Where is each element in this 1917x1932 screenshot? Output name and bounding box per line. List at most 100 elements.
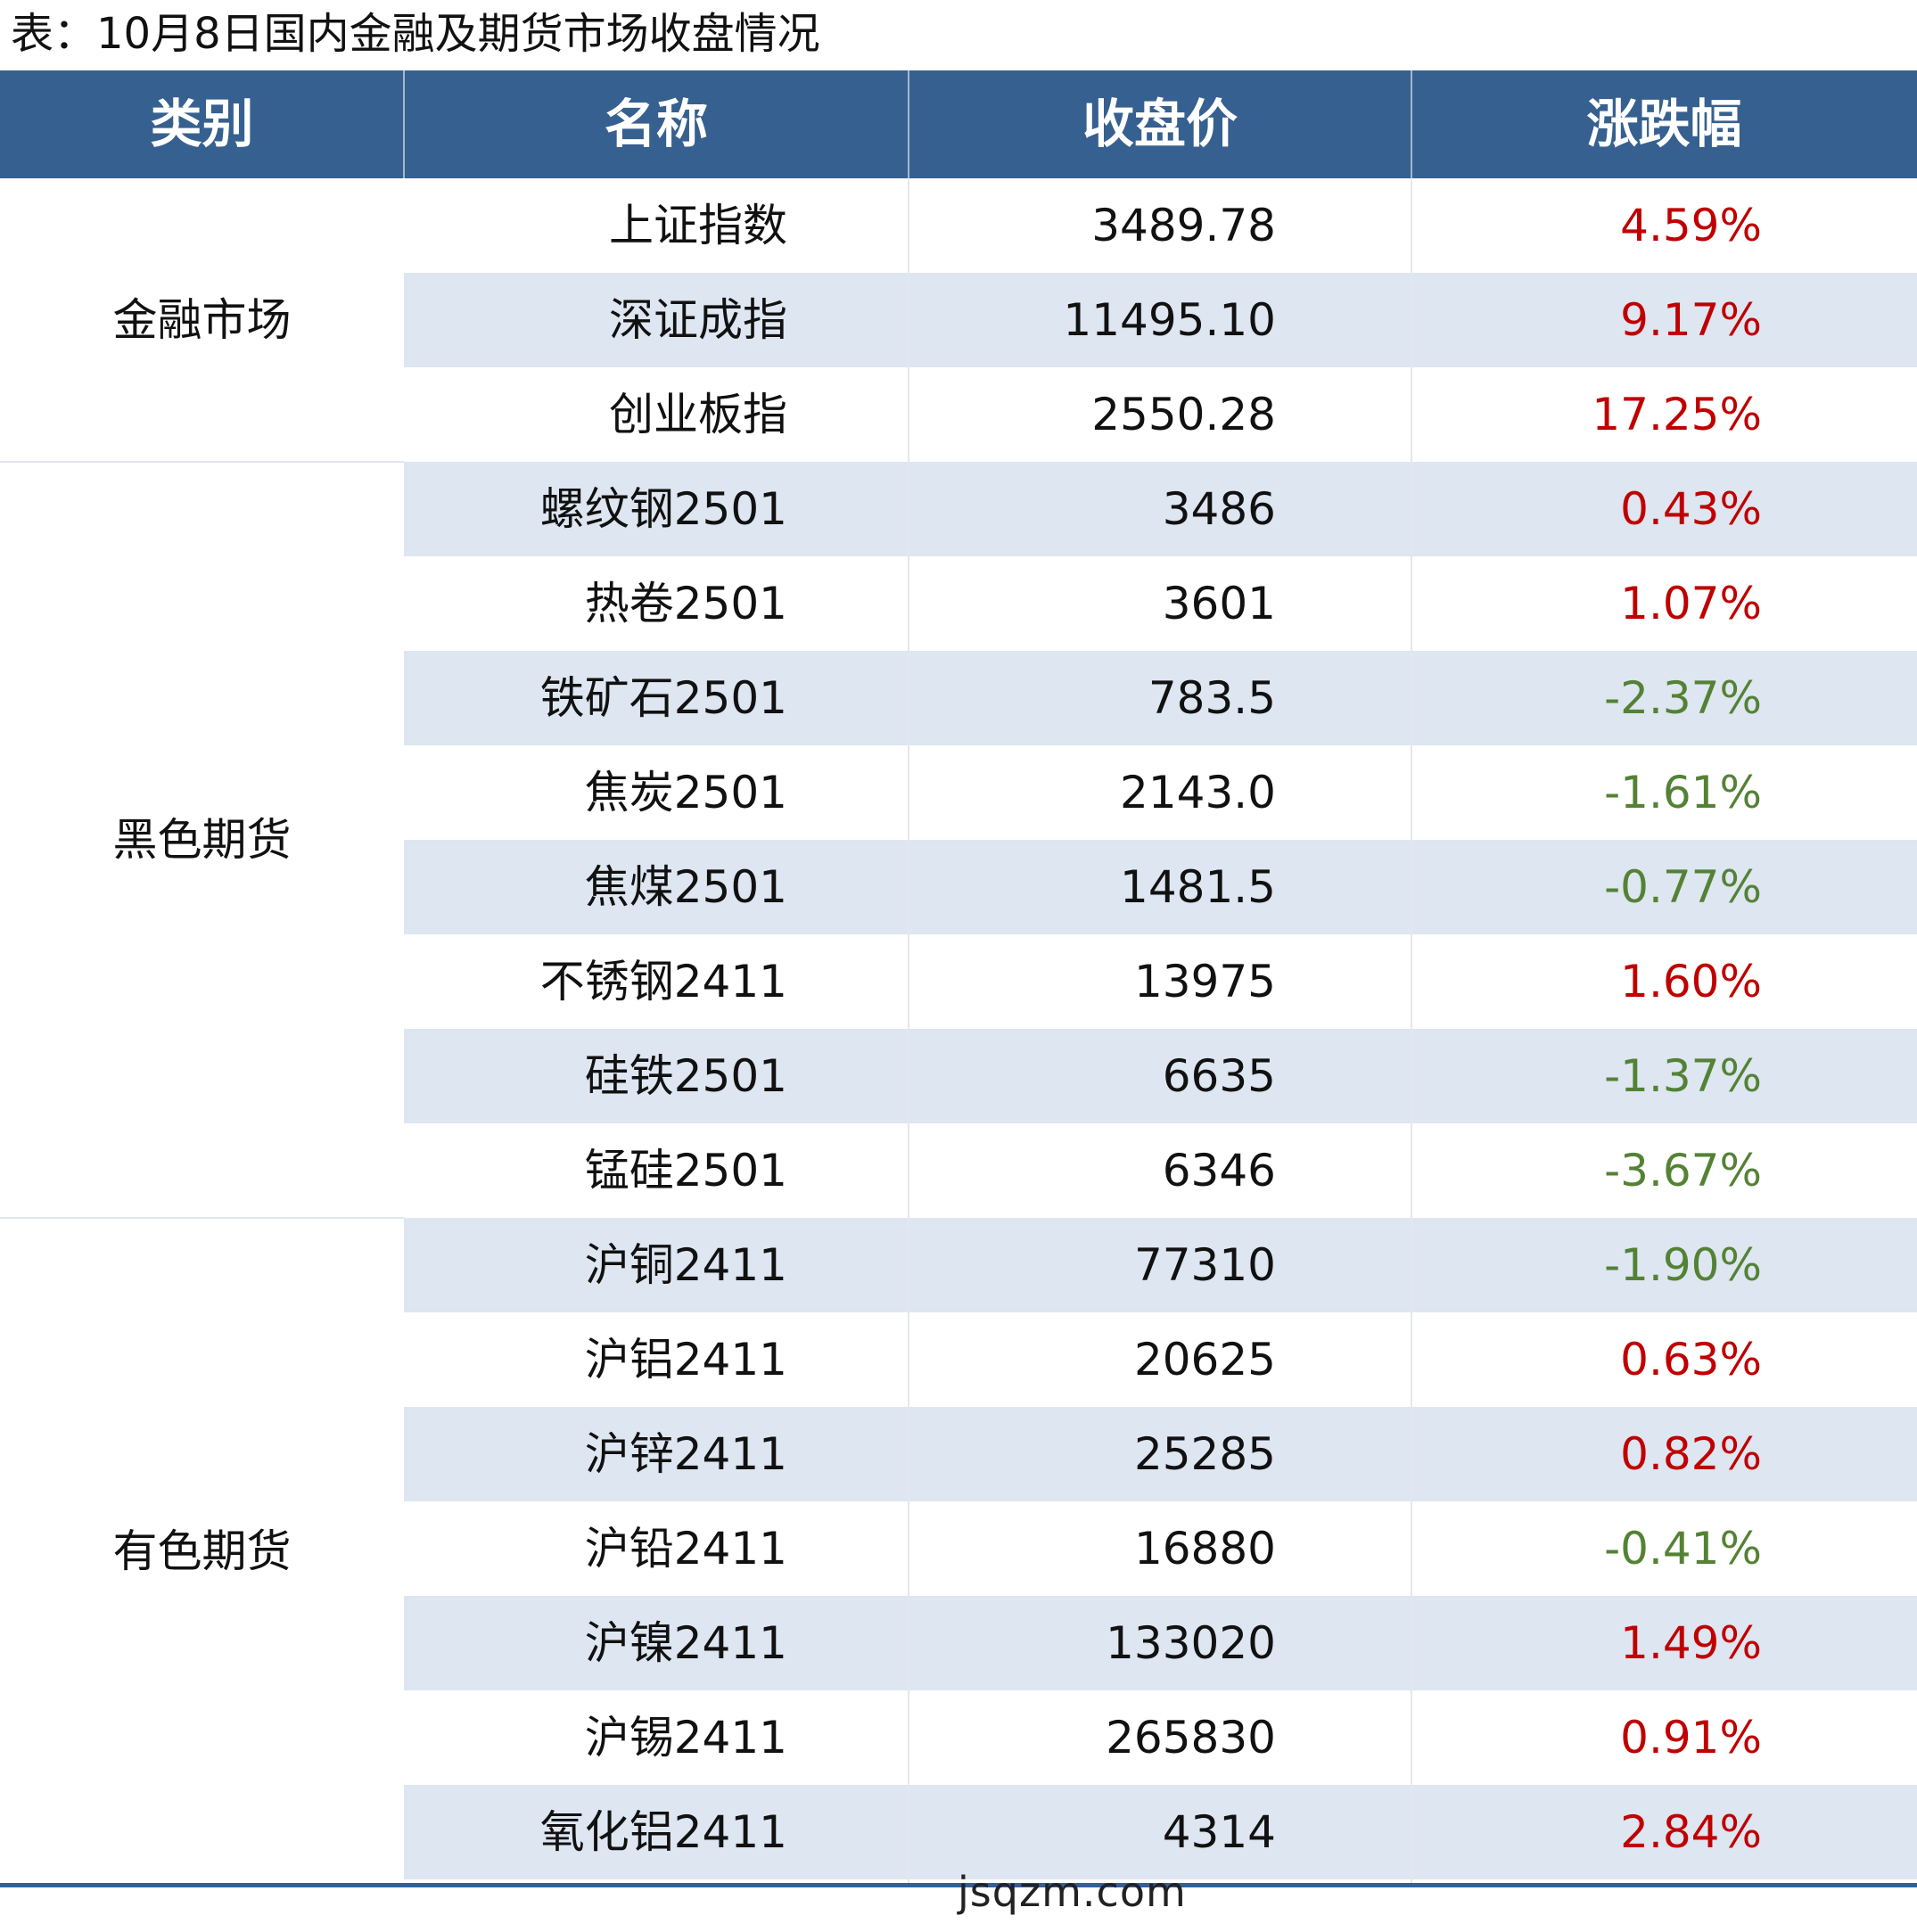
category-cell: 黑色期货 (112, 814, 292, 866)
table-row: 沪铝2411 20625 0.63% (0, 1312, 1917, 1407)
name-cell: 氧化铝2411 (539, 1806, 787, 1858)
price-cell: 2550.28 (1091, 389, 1276, 440)
name-cell: 沪锡2411 (584, 1712, 787, 1763)
table-row: 不锈钢2411 13975 1.60% (0, 934, 1917, 1029)
category-cell: 有色期货 (112, 1525, 292, 1577)
table-row: 焦煤2501 1481.5 -0.77% (0, 840, 1917, 934)
name-cell: 锰硅2501 (584, 1145, 787, 1196)
table-row: 沪锡2411 265830 0.91% (0, 1690, 1917, 1785)
price-cell: 1481.5 (1120, 861, 1276, 913)
change-cell: -3.67% (1604, 1145, 1762, 1196)
change-cell: 17.25% (1592, 389, 1762, 440)
name-cell: 热卷2501 (584, 578, 787, 629)
table-row: 创业板指 2550.28 17.25% (0, 367, 1917, 462)
change-cell: -1.37% (1604, 1050, 1762, 1102)
name-cell: 不锈钢2411 (539, 956, 787, 1007)
change-cell: 0.63% (1620, 1334, 1762, 1385)
change-cell: -1.61% (1604, 767, 1762, 818)
table-bottom-border (0, 1883, 1917, 1887)
group-divider (0, 461, 404, 463)
name-cell: 沪铅2411 (584, 1523, 787, 1574)
column-divider (908, 178, 909, 1885)
price-cell: 2143.0 (1120, 767, 1276, 818)
price-cell: 11495.10 (1063, 294, 1276, 346)
price-cell: 783.5 (1148, 672, 1276, 724)
table-title: 表：10月8日国内金融及期货市场收盘情况 (11, 9, 820, 59)
name-cell: 沪铜2411 (584, 1239, 787, 1291)
price-cell: 77310 (1133, 1239, 1276, 1291)
table-row: 螺纹钢2501 3486 0.43% (0, 462, 1917, 556)
change-cell: -0.77% (1604, 861, 1762, 913)
change-cell: -0.41% (1604, 1523, 1762, 1574)
row-stripe (404, 1407, 1917, 1501)
row-stripe (404, 1029, 1917, 1123)
change-cell: -1.90% (1604, 1239, 1762, 1291)
change-cell: 2.84% (1620, 1806, 1762, 1858)
table-row: 氧化铝2411 4314 2.84% (0, 1785, 1917, 1879)
name-cell: 硅铁2501 (584, 1050, 787, 1102)
header-divider (1411, 70, 1412, 178)
change-cell: 0.43% (1620, 483, 1762, 535)
table-row: 硅铁2501 6635 -1.37% (0, 1029, 1917, 1123)
price-cell: 133020 (1106, 1617, 1276, 1669)
row-stripe (404, 1596, 1917, 1690)
price-cell: 265830 (1106, 1712, 1276, 1763)
name-cell: 沪铝2411 (584, 1334, 787, 1385)
row-stripe (404, 651, 1917, 745)
price-cell: 16880 (1133, 1523, 1276, 1574)
table-row: 热卷2501 3601 1.07% (0, 556, 1917, 651)
change-cell: -2.37% (1604, 672, 1762, 724)
header-change: 涨跌幅 (1586, 94, 1742, 154)
category-cell: 金融市场 (112, 294, 292, 346)
table-row: 沪铅2411 16880 -0.41% (0, 1501, 1917, 1596)
name-cell: 沪镍2411 (584, 1617, 787, 1669)
name-cell: 螺纹钢2501 (539, 483, 787, 535)
price-cell: 6346 (1162, 1145, 1276, 1196)
price-cell: 6635 (1162, 1050, 1276, 1102)
table-header: 类别 名称 收盘价 涨跌幅 (0, 70, 1917, 178)
table-body: 氧化铝2411 4314 2.84% 沪锡2411 265830 0.91% 沪镍2411 1… (0, 178, 1917, 1885)
price-cell: 25285 (1133, 1428, 1276, 1480)
price-cell: 20625 (1133, 1334, 1276, 1385)
change-cell: 1.60% (1620, 956, 1762, 1007)
header-name: 名称 (604, 94, 708, 154)
price-cell: 3601 (1162, 578, 1276, 629)
table-row: 深证成指 11495.10 9.17% (0, 273, 1917, 367)
name-cell: 深证成指 (609, 294, 787, 346)
name-cell: 焦炭2501 (584, 767, 787, 818)
row-stripe (404, 462, 1917, 556)
header-price: 收盘价 (1082, 94, 1238, 154)
row-stripe (404, 1218, 1917, 1312)
column-divider (1411, 178, 1412, 1885)
name-cell: 焦煤2501 (584, 861, 787, 913)
watermark: jsqzm.com (958, 1868, 1187, 1916)
header-divider (908, 70, 909, 178)
group-divider (0, 1217, 404, 1219)
table-row: 上证指数 3489.78 4.59% (0, 178, 1917, 273)
change-cell: 1.07% (1620, 578, 1762, 629)
header-divider (403, 70, 405, 178)
table-row: 焦炭2501 2143.0 -1.61% (0, 745, 1917, 840)
change-cell: 4.59% (1620, 200, 1762, 251)
price-cell: 4314 (1162, 1806, 1276, 1858)
table-row: 沪锌2411 25285 0.82% (0, 1407, 1917, 1501)
name-cell: 上证指数 (609, 200, 787, 251)
name-cell: 铁矿石2501 (539, 672, 787, 724)
change-cell: 0.82% (1620, 1428, 1762, 1480)
row-stripe (404, 273, 1917, 367)
row-stripe (404, 1785, 1917, 1879)
price-cell: 13975 (1133, 956, 1276, 1007)
change-cell: 0.91% (1620, 1712, 1762, 1763)
name-cell: 沪锌2411 (584, 1428, 787, 1480)
row-stripe (404, 840, 1917, 934)
price-cell: 3486 (1162, 483, 1276, 535)
name-cell: 创业板指 (609, 389, 787, 440)
table-row: 沪铜2411 77310 -1.90% (0, 1218, 1917, 1312)
price-cell: 3489.78 (1091, 200, 1276, 251)
table-row: 锰硅2501 6346 -3.67% (0, 1123, 1917, 1218)
table-row: 铁矿石2501 783.5 -2.37% (0, 651, 1917, 745)
change-cell: 9.17% (1620, 294, 1762, 346)
change-cell: 1.49% (1620, 1617, 1762, 1669)
table-row: 沪镍2411 133020 1.49% (0, 1596, 1917, 1690)
header-category: 类别 (150, 94, 254, 154)
